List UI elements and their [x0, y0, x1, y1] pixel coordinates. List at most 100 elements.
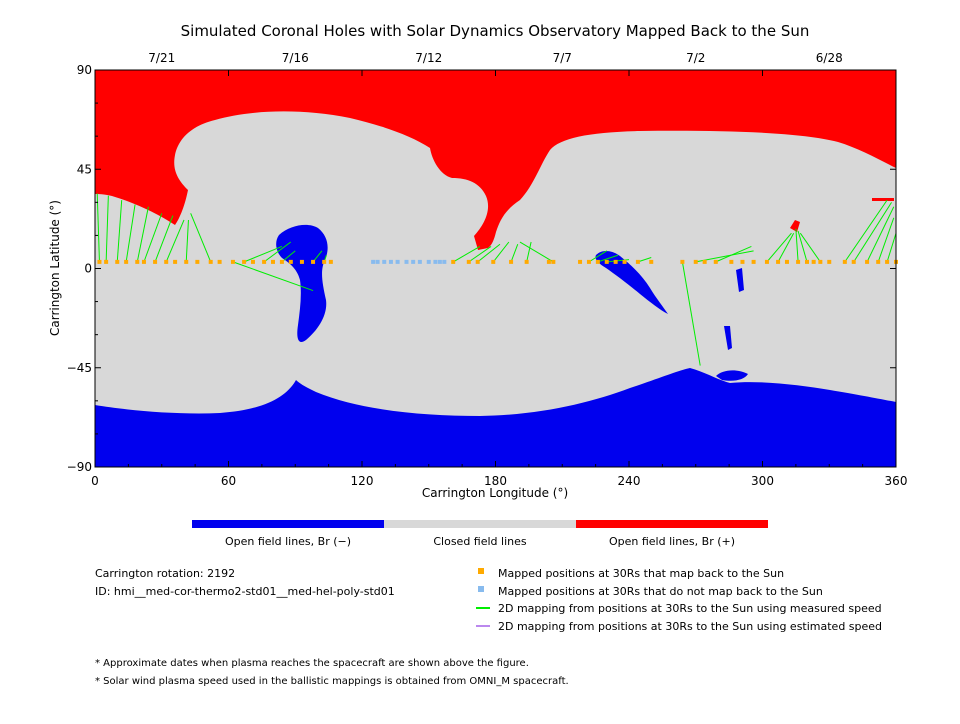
mapping-line: [116, 200, 123, 262]
mapped-point: [865, 259, 870, 264]
mapped-point: [262, 259, 267, 264]
mapped-point: [242, 259, 247, 264]
mapped-point: [635, 259, 640, 264]
mapping-line: [597, 254, 619, 263]
mapped-point: [796, 259, 801, 264]
legend-measured-label: 2D mapping from positions at 30Rs to the…: [498, 602, 882, 615]
mapped-point: [740, 259, 745, 264]
mapping-line: [637, 256, 652, 263]
x-tick-label: 360: [885, 474, 908, 488]
top-date-label: 7/12: [415, 51, 442, 65]
mapping-line: [877, 217, 895, 263]
mapped-point: [250, 259, 255, 264]
mapping-line: [519, 241, 554, 263]
mapped-point: [546, 259, 551, 264]
mapping-line: [844, 199, 888, 263]
y-tick-label: 45: [77, 162, 92, 176]
mapping-line: [797, 230, 808, 263]
top-date-label: 7/2: [686, 51, 705, 65]
mapped-point: [271, 259, 275, 264]
mapping-line: [185, 219, 189, 262]
unmapped-point: [375, 259, 380, 264]
mapping-lines: [96, 193, 897, 366]
mapped-point: [693, 259, 698, 264]
mapping-line: [492, 241, 510, 263]
mapped-point: [279, 259, 284, 264]
mapped-point: [604, 259, 609, 264]
mapped-point: [141, 259, 146, 264]
negative-hole-center: [595, 250, 668, 314]
mapped-point: [184, 259, 189, 264]
mapping-line: [588, 250, 608, 263]
unmapped-point: [437, 259, 442, 264]
mapped-point: [173, 259, 178, 264]
mapping-line: [165, 219, 185, 263]
mapped-point: [164, 259, 169, 264]
mapped-point: [811, 259, 816, 264]
mapped-point: [729, 259, 734, 264]
x-tick-label: 120: [351, 474, 374, 488]
colorbar-label-negative: Open field lines, Br (−): [225, 535, 351, 548]
mapping-line: [143, 213, 163, 263]
legend-unmapped-label: Mapped positions at 30Rs that do not map…: [498, 585, 823, 598]
mapping-line: [136, 206, 149, 262]
mapped-point: [124, 259, 129, 264]
unmapped-point: [417, 259, 422, 264]
mapped-point: [586, 259, 591, 264]
x-tick-label: 240: [618, 474, 641, 488]
mapped-point: [885, 259, 890, 264]
axes: 0 60 120 180 240 300 360 90 45 0 −45 −90 7/21 7/16 7/1…: [67, 51, 908, 488]
unmapped-point: [433, 259, 438, 264]
negative-hole-east: [276, 224, 328, 343]
unmapped-point: [442, 259, 447, 264]
mapped-point: [613, 259, 618, 264]
mapped-point: [466, 259, 471, 264]
mapped-point: [702, 259, 707, 264]
legend-mapped-label: Mapped positions at 30Rs that map back t…: [498, 567, 784, 580]
mapped-point: [551, 259, 556, 264]
mapped-point: [509, 259, 514, 264]
mapping-line: [510, 244, 519, 263]
mapped-point: [751, 259, 756, 264]
mapped-point: [322, 259, 327, 264]
mapped-point: [115, 259, 120, 264]
mapped-point: [827, 259, 832, 264]
mapped-point: [299, 259, 304, 264]
mapping-line: [477, 243, 501, 263]
y-tick-label: 90: [77, 63, 92, 77]
mapped-point: [153, 259, 158, 264]
mapped-point: [776, 259, 781, 264]
mapped-points: [97, 259, 898, 264]
mapped-point: [784, 259, 789, 264]
mapped-point: [524, 259, 529, 264]
mapped-point: [328, 259, 333, 264]
mapped-point: [230, 259, 235, 264]
mapped-point: [649, 259, 654, 264]
x-axis-label: Carrington Longitude (°): [422, 486, 568, 500]
legend-mapped-swatch: [478, 568, 484, 574]
south-open-negative-region: [95, 368, 896, 467]
mapped-point: [475, 259, 480, 264]
chart-title: Simulated Coronal Holes with Solar Dynam…: [181, 22, 810, 40]
mapped-point: [805, 259, 809, 264]
mapping-line: [105, 195, 109, 262]
positive-patch-small: [872, 198, 894, 201]
unmapped-point: [404, 259, 409, 264]
mapping-line: [232, 261, 314, 292]
mapped-point: [288, 259, 293, 264]
unmapped-point: [411, 259, 416, 264]
mapped-point: [451, 259, 456, 264]
mapping-line: [243, 245, 283, 263]
colorbar-label-positive: Open field lines, Br (+): [609, 535, 735, 548]
unmapped-points: [371, 259, 447, 264]
top-date-label: 7/7: [553, 51, 572, 65]
y-axis-label: Carrington Latitude (°): [48, 200, 62, 336]
mapped-point: [595, 259, 600, 264]
mapped-point: [208, 259, 213, 264]
y-tick-label: −45: [67, 361, 92, 375]
mapping-line: [190, 213, 212, 263]
mapping-line: [263, 241, 292, 263]
mapping-line: [468, 246, 492, 263]
mapped-point: [764, 259, 769, 264]
